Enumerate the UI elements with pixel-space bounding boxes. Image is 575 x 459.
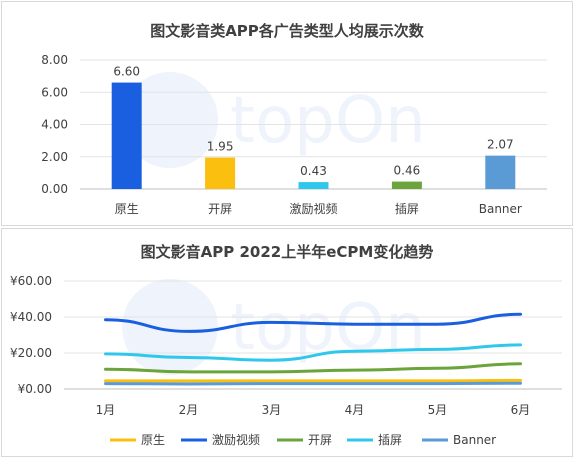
line-xtick-label: 1月	[96, 403, 116, 417]
bar-4	[391, 181, 422, 189]
legend-label: 激励视频	[212, 432, 260, 447]
bar-5	[485, 155, 516, 189]
bar-category-label: 激励视频	[289, 201, 337, 216]
bar-value-label: 2.07	[487, 138, 514, 152]
line-xtick-label: 4月	[345, 403, 365, 417]
line-ytick-label: ¥20.00	[10, 346, 52, 360]
watermark-logo: topOn	[122, 72, 426, 168]
bar-chart-title: 图文影音类APP各广告类型人均展示次数	[150, 22, 424, 40]
bar-category-label: 插屏	[395, 202, 419, 216]
bar-category-label: 原生	[115, 202, 139, 216]
bar-2	[205, 157, 236, 189]
legend-label: 原生	[141, 433, 165, 447]
line-ytick-label: ¥0.00	[18, 382, 52, 396]
series-line-5	[104, 381, 522, 386]
bar-ytick-label: 6.00	[41, 85, 68, 99]
bar-1	[111, 82, 142, 189]
series-line-1	[104, 378, 522, 383]
legend-label: 插屏	[378, 433, 402, 447]
bar-chart-panel: 图文影音类APP各广告类型人均展示次数 topOn 0.00 2.00 4.00 6.0…	[1, 1, 573, 226]
bar-3	[298, 182, 329, 189]
legend-label: Banner	[453, 433, 496, 447]
legend-label: 开屏	[308, 433, 332, 447]
series-line-3	[104, 362, 522, 374]
watermark-circle-icon	[122, 72, 218, 168]
bar-value-label: 0.46	[394, 164, 421, 178]
line-xtick-label: 3月	[262, 403, 282, 417]
line-xtick-label: 2月	[179, 403, 199, 417]
line-ytick-label: ¥60.00	[10, 274, 52, 288]
bar-ytick-label: 4.00	[41, 118, 68, 132]
line-ytick-label: ¥40.00	[10, 310, 52, 324]
watermark-circle-icon	[122, 279, 218, 375]
series-line-2	[104, 312, 522, 333]
bar-value-label: 1.95	[207, 140, 234, 154]
watermark-text: topOn	[230, 84, 426, 158]
bar-ytick-label: 8.00	[41, 53, 68, 67]
bar-category-label: Banner	[479, 202, 522, 216]
line-chart-title: 图文影音APP 2022上半年eCPM变化趋势	[140, 243, 434, 261]
bar-category-label: 开屏	[208, 202, 232, 216]
bar-ytick-label: 2.00	[41, 150, 68, 164]
line-xtick-label: 5月	[428, 403, 448, 417]
bar-chart-plot: topOn 0.00 2.00 4.00 6.00 8.00 6.60 原生 1.95 开屏 0.4…	[41, 53, 547, 216]
bar-value-label: 0.43	[300, 164, 327, 178]
series-line-4	[104, 343, 522, 362]
line-chart-panel: 图文影音APP 2022上半年eCPM变化趋势 topOn ¥0.00 ¥20.00…	[1, 228, 573, 457]
bar-value-label: 6.60	[113, 65, 140, 79]
bar-ytick-label: 0.00	[41, 182, 68, 196]
line-xtick-label: 6月	[511, 403, 531, 417]
